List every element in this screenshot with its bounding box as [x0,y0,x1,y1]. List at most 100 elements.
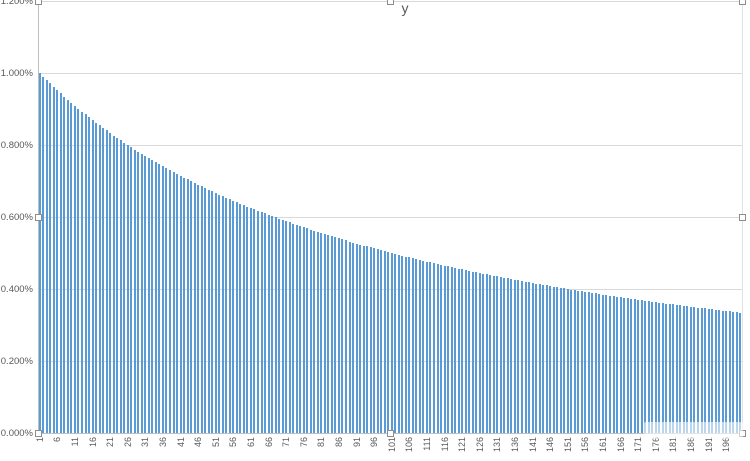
bar [580,291,583,433]
bar [327,235,330,433]
bar [334,237,337,433]
major-gridline [38,72,742,74]
bar [485,274,488,433]
bar [376,249,379,433]
x-axis-tick-label: 81 [316,437,327,448]
bar [591,292,594,433]
bar [316,231,319,433]
x-axis-tick-label: 31 [140,437,151,448]
bar [601,294,604,433]
watermark-overlay [644,422,743,439]
bar [267,214,270,433]
selection-handle[interactable] [34,213,42,221]
selection-handle[interactable] [34,429,42,437]
bar [105,130,108,433]
bar [397,254,400,433]
bar [73,105,76,433]
bar [88,117,91,433]
x-axis-tick-label: 156 [580,437,591,453]
y-axis-tick-label: 0.800% [0,139,33,151]
bar [425,261,428,433]
bar [38,73,41,433]
bar [278,218,281,433]
selection-handle[interactable] [738,213,746,221]
bar [77,108,80,433]
y-axis-tick-label: 0.400% [0,283,33,295]
bar [461,269,464,433]
bar [538,284,541,433]
bar [359,244,362,433]
bar [116,137,119,433]
bar [418,259,421,433]
bar [721,310,724,433]
bar [394,253,397,433]
bar [411,258,414,433]
bar [147,158,150,433]
bar [390,253,393,433]
bar [260,212,263,433]
bar [183,177,186,433]
bar [475,272,478,433]
bar [218,194,221,433]
bar [704,308,707,433]
bar [246,206,249,433]
bar [633,299,636,433]
bar [496,276,499,433]
bar [126,145,129,433]
bar [158,164,161,433]
bar [362,245,365,433]
x-axis-tick-label: 121 [457,437,468,453]
x-axis-tick-label: 101 [386,437,397,453]
bar [249,208,252,433]
bar [549,286,552,433]
bar [404,256,407,433]
x-axis-tick-label: 11 [69,437,80,447]
bar [728,311,731,433]
bar [380,250,383,433]
bar [697,307,699,433]
x-axis-tick-label: 61 [245,437,256,448]
bar [288,222,291,433]
bar [42,76,45,433]
bar [682,305,685,433]
bar [689,306,692,433]
bar [253,209,256,433]
bar [345,240,347,433]
bar [242,205,245,433]
bar [109,133,112,433]
bar [675,304,678,433]
bar [735,312,738,433]
bar [679,305,682,433]
bar [204,188,207,433]
selection-handle[interactable] [738,0,746,5]
bar [352,242,355,433]
bar [647,301,650,433]
chart-title[interactable]: y [401,0,409,16]
bar [464,270,467,433]
bar [545,285,548,433]
bar [302,227,305,433]
bar [309,229,312,433]
x-axis-tick-label: 26 [122,437,133,448]
bar [422,260,425,433]
bar [193,183,196,433]
bar [49,83,52,433]
x-axis-tick-label: 36 [157,437,168,448]
bar [66,99,69,433]
selection-handle[interactable] [34,0,42,5]
x-axis-tick-label: 21 [105,437,116,448]
bar [521,281,523,433]
bar [190,181,193,433]
x-axis-tick-label: 126 [474,437,485,453]
y-axis-tick-label: 0.000% [0,427,33,439]
bar [471,271,474,433]
bar [179,175,182,433]
bar [144,156,147,433]
bar [408,257,411,433]
x-axis-tick-label: 186 [685,437,696,453]
selection-handle[interactable] [386,429,394,437]
bar [528,282,531,433]
selection-handle[interactable] [386,0,394,5]
